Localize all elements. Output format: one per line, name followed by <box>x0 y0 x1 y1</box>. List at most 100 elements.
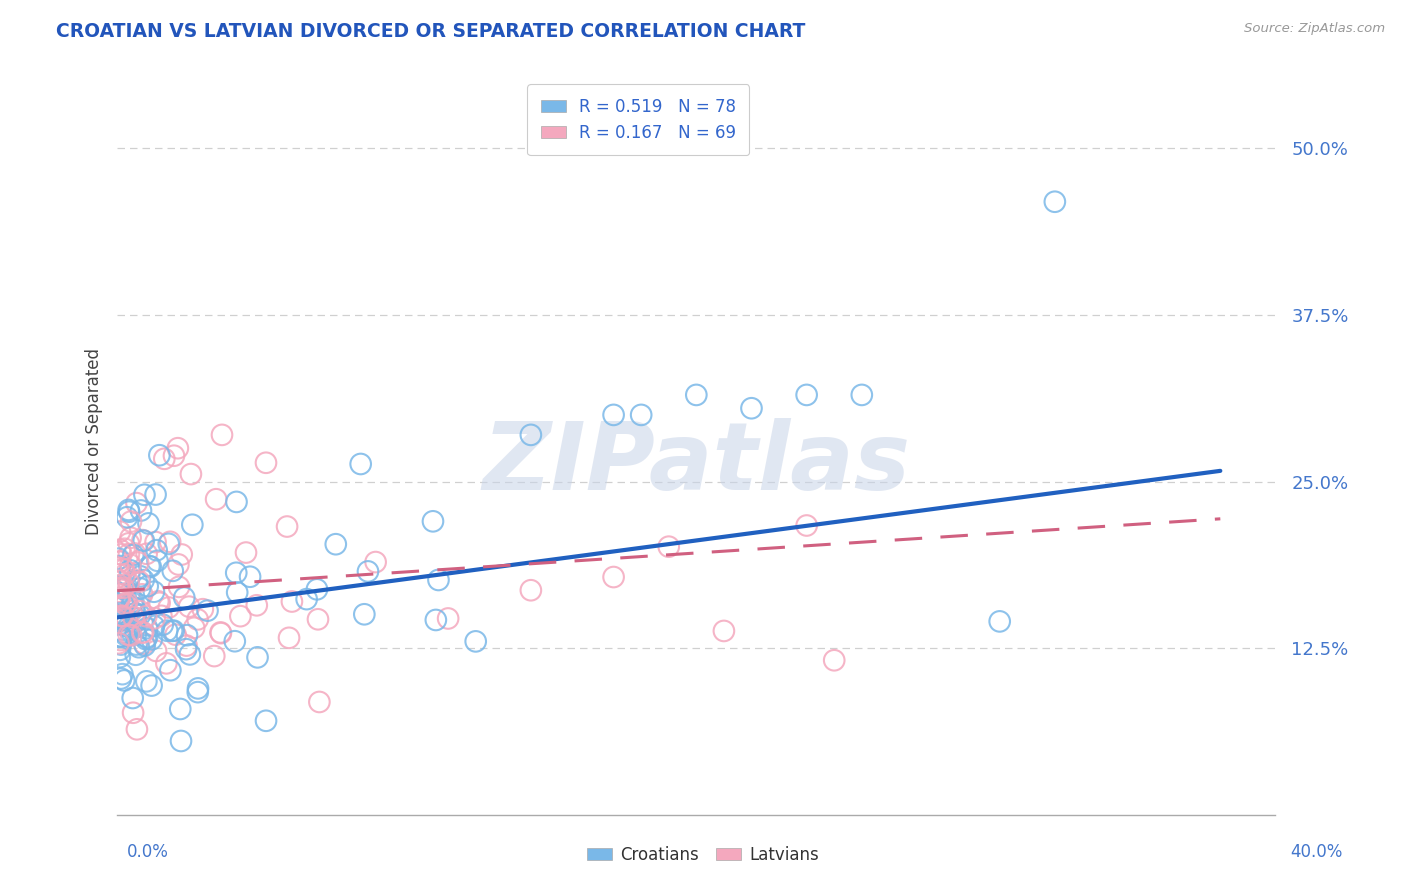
Point <box>179 599 201 614</box>
Point <box>350 457 373 471</box>
Point <box>114 618 136 632</box>
Point <box>136 630 159 644</box>
Point <box>170 734 193 748</box>
Point <box>120 558 142 572</box>
Point <box>131 625 153 640</box>
Point <box>111 667 134 681</box>
Point <box>108 590 131 604</box>
Point <box>129 569 152 583</box>
Point <box>108 643 131 657</box>
Point <box>246 650 269 665</box>
Point <box>851 388 873 402</box>
Text: CROATIAN VS LATVIAN DIVORCED OR SEPARATED CORRELATION CHART: CROATIAN VS LATVIAN DIVORCED OR SEPARATE… <box>56 22 806 41</box>
Point <box>173 591 195 605</box>
Legend: R = 0.519   N = 78, R = 0.167   N = 69: R = 0.519 N = 78, R = 0.167 N = 69 <box>527 85 749 155</box>
Point <box>156 624 179 638</box>
Point <box>108 524 131 539</box>
Point <box>107 598 129 612</box>
Point <box>108 650 131 665</box>
Point <box>118 623 141 637</box>
Text: 40.0%: 40.0% <box>1291 843 1343 861</box>
Point <box>122 548 145 562</box>
Legend: Croatians, Latvians: Croatians, Latvians <box>581 839 825 871</box>
Point <box>246 599 269 613</box>
Point <box>159 663 181 677</box>
Point <box>107 608 129 623</box>
Point <box>163 449 186 463</box>
Point <box>353 607 375 622</box>
Point <box>117 503 139 517</box>
Point <box>129 604 152 618</box>
Point <box>128 608 150 623</box>
Point <box>145 644 167 658</box>
Point <box>225 566 247 580</box>
Point <box>110 630 132 644</box>
Point <box>117 620 139 634</box>
Point <box>183 621 205 635</box>
Point <box>145 535 167 549</box>
Point <box>281 594 304 608</box>
Point <box>209 626 232 640</box>
Point <box>129 503 152 517</box>
Point <box>307 612 329 626</box>
Text: ZIPatlas: ZIPatlas <box>482 418 911 510</box>
Point <box>136 579 159 593</box>
Point <box>145 543 167 558</box>
Point <box>211 428 233 442</box>
Point <box>125 723 148 737</box>
Point <box>357 565 380 579</box>
Point <box>131 533 153 548</box>
Point <box>135 547 157 561</box>
Point <box>602 408 624 422</box>
Point <box>132 533 155 548</box>
Point <box>602 570 624 584</box>
Point <box>110 608 132 623</box>
Point <box>107 612 129 626</box>
Point <box>136 621 159 635</box>
Point <box>224 634 246 648</box>
Point <box>988 615 1011 629</box>
Point <box>114 628 136 642</box>
Point <box>125 496 148 510</box>
Point <box>427 573 450 587</box>
Point <box>120 628 142 642</box>
Point <box>167 441 190 455</box>
Point <box>115 595 138 609</box>
Point <box>107 636 129 650</box>
Point <box>124 547 146 561</box>
Point <box>134 488 156 502</box>
Point <box>107 615 129 629</box>
Point <box>134 637 156 651</box>
Point <box>713 624 735 638</box>
Point <box>308 695 330 709</box>
Point <box>295 592 318 607</box>
Point <box>176 639 198 653</box>
Point <box>209 625 232 640</box>
Point <box>112 673 135 688</box>
Point <box>125 627 148 641</box>
Point <box>117 628 139 642</box>
Point <box>167 580 190 594</box>
Y-axis label: Divorced or Separated: Divorced or Separated <box>86 348 103 535</box>
Point <box>142 584 165 599</box>
Point <box>122 610 145 624</box>
Point <box>187 681 209 696</box>
Point <box>135 632 157 647</box>
Point <box>124 615 146 630</box>
Point <box>118 547 141 561</box>
Point <box>179 648 201 662</box>
Point <box>118 505 141 519</box>
Point <box>111 608 134 623</box>
Point <box>170 548 193 562</box>
Point <box>225 495 247 509</box>
Point <box>107 551 129 566</box>
Point <box>174 642 197 657</box>
Point <box>152 617 174 632</box>
Point <box>138 559 160 574</box>
Point <box>239 570 262 584</box>
Point <box>135 674 157 689</box>
Point <box>235 545 257 559</box>
Point <box>823 653 845 667</box>
Point <box>191 602 214 616</box>
Point <box>108 574 131 588</box>
